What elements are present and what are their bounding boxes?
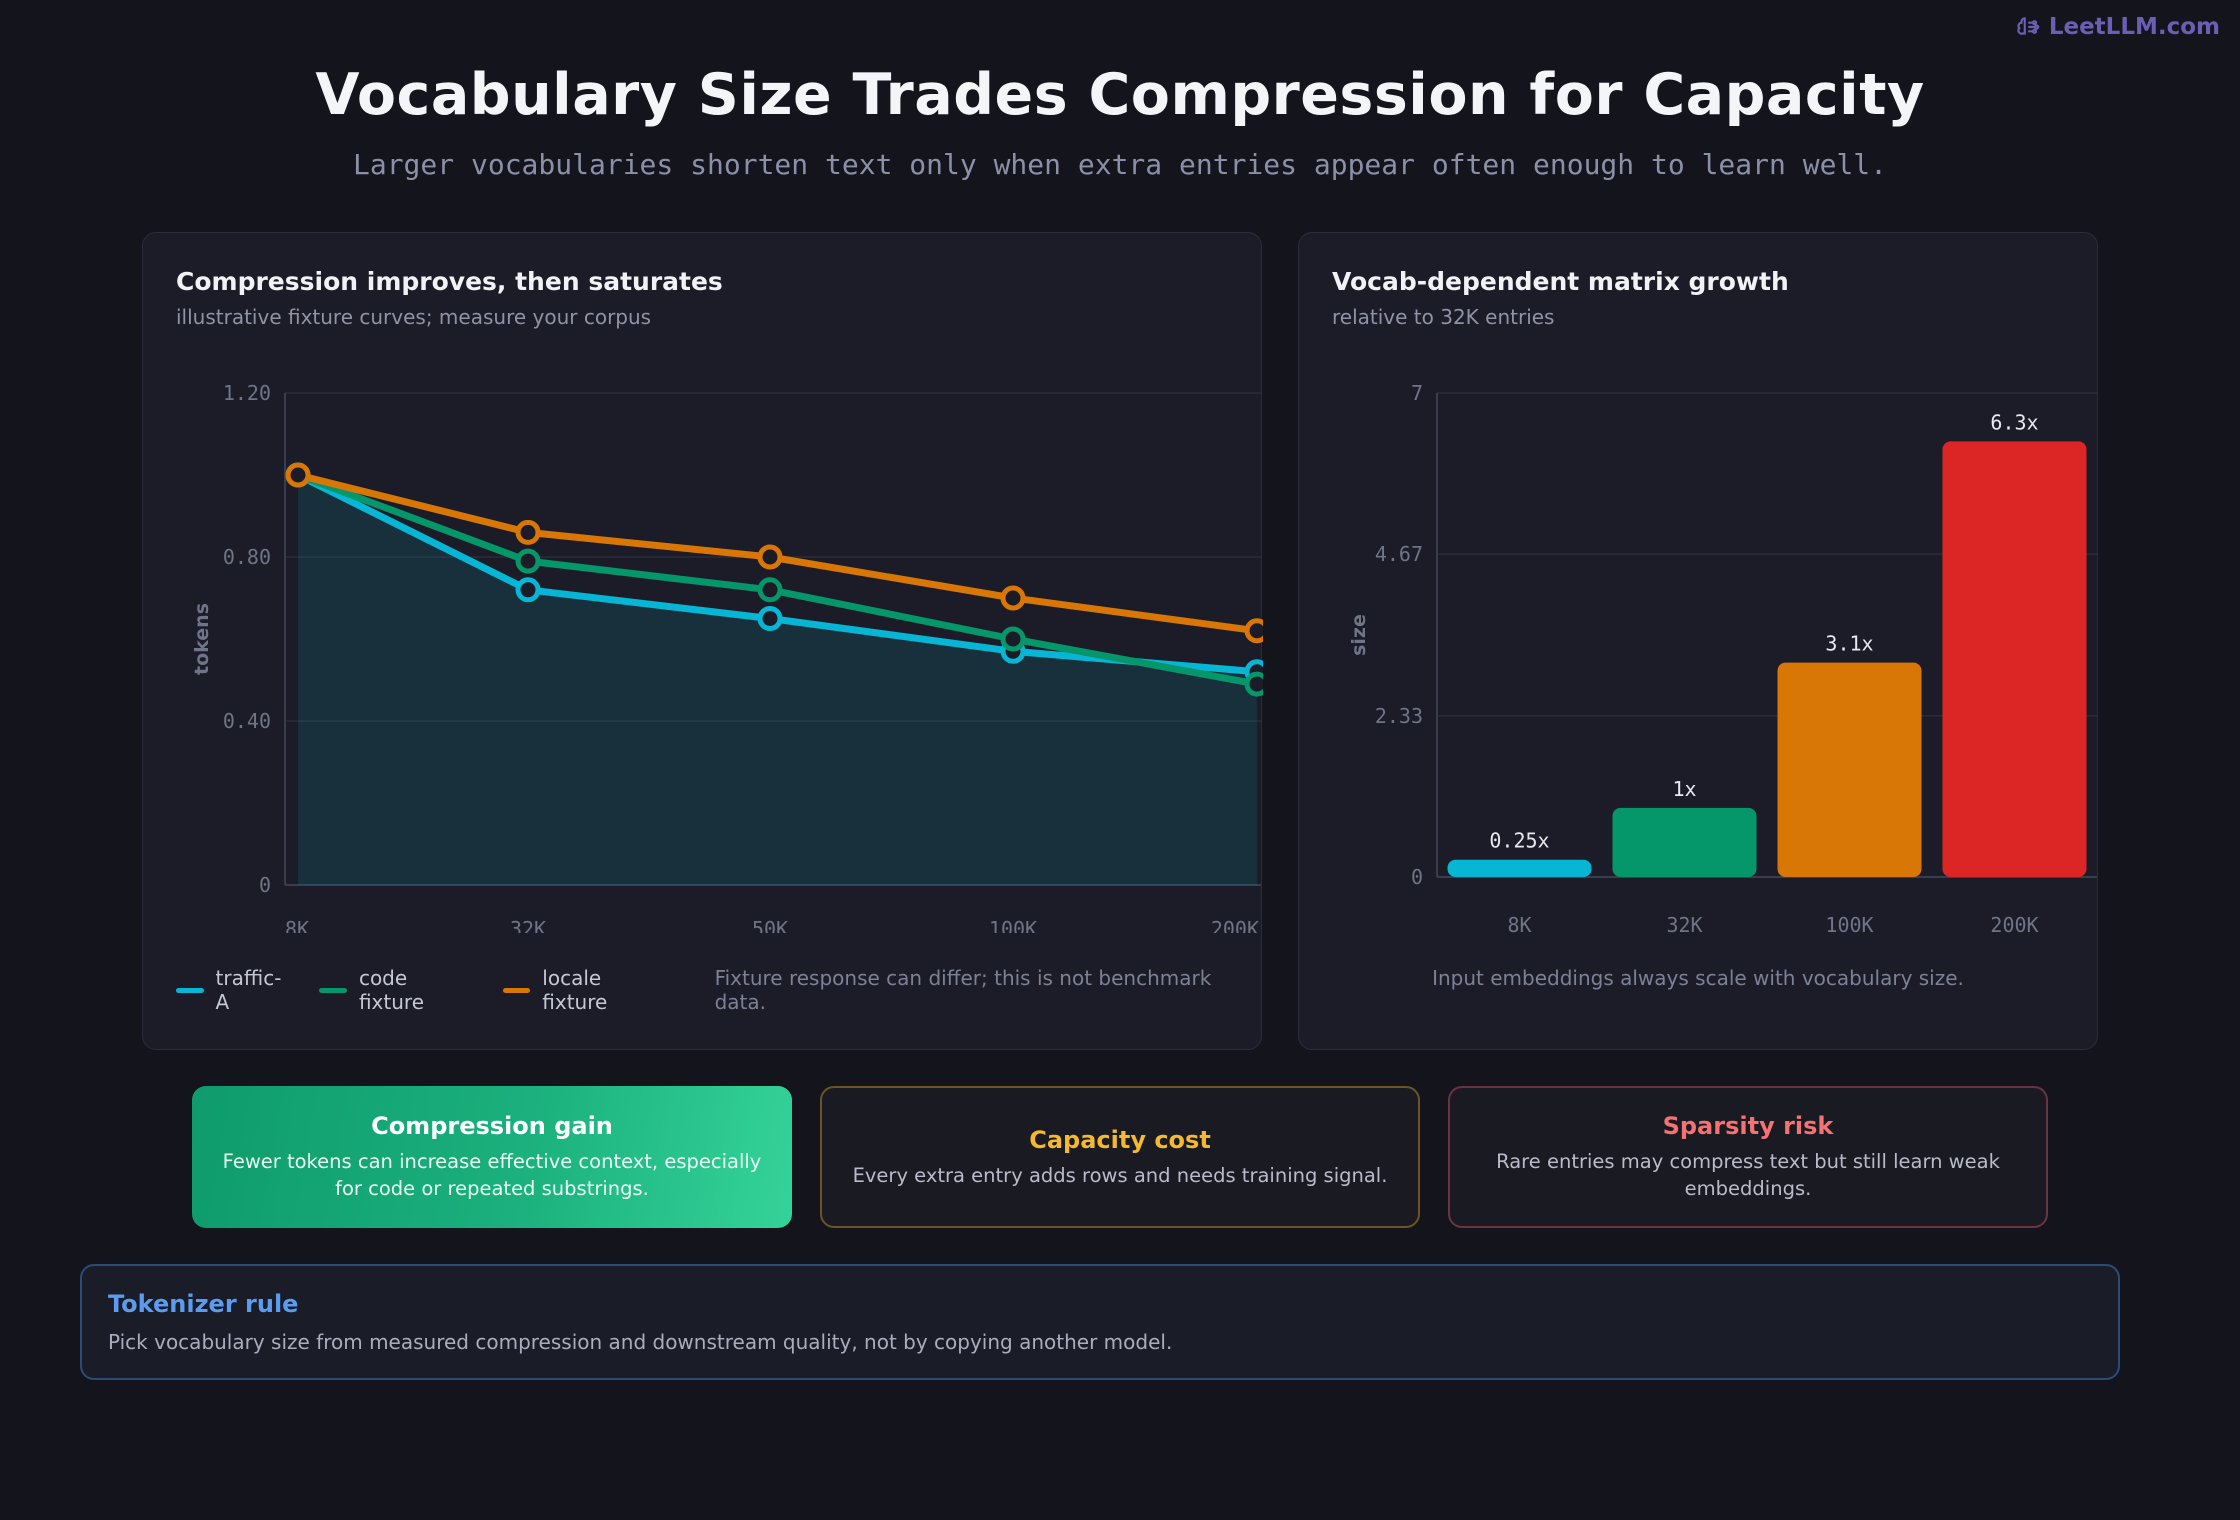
x-tick-label: 32K bbox=[1666, 913, 1702, 933]
rule-description: Pick vocabulary size from measured compr… bbox=[108, 1330, 1173, 1354]
compression-gain-card: Compression gain Fewer tokens can increa… bbox=[192, 1086, 792, 1228]
bar-data-label: 6.3x bbox=[1990, 410, 2038, 434]
bar bbox=[1942, 441, 2087, 877]
data-point bbox=[285, 462, 311, 488]
sparsity-risk-card: Sparsity risk Rare entries may compress … bbox=[1448, 1086, 2048, 1228]
data-point bbox=[1244, 618, 1263, 644]
compression-chart-subtitle: illustrative fixture curves; measure you… bbox=[176, 305, 652, 329]
x-tick-label: 32K bbox=[510, 917, 546, 933]
bar-data-label: 0.25x bbox=[1489, 829, 1549, 853]
bar bbox=[1612, 807, 1757, 877]
matrix-growth-title: Vocab-dependent matrix growth bbox=[1332, 267, 1789, 296]
bar-data-label: 1x bbox=[1672, 777, 1696, 801]
data-point bbox=[1000, 585, 1026, 611]
y-tick-label: 0 bbox=[1411, 865, 1423, 889]
capacity-cost-card: Capacity cost Every extra entry adds row… bbox=[820, 1086, 1420, 1228]
y-tick-label: 2.33 bbox=[1375, 704, 1423, 728]
y-tick-label: 0.80 bbox=[223, 545, 271, 569]
data-point bbox=[515, 519, 541, 545]
x-tick-label: 100K bbox=[1825, 913, 1873, 933]
data-point bbox=[1244, 671, 1263, 697]
x-tick-label: 200K bbox=[1211, 917, 1259, 933]
data-point bbox=[515, 548, 541, 574]
brand-name: LeetLLM.com bbox=[2048, 14, 2220, 40]
bar-chart-footnote: Input embeddings always scale with vocab… bbox=[1432, 966, 1964, 990]
data-point bbox=[757, 577, 783, 603]
y-tick-label: 1.20 bbox=[223, 381, 271, 405]
x-tick-label: 8K bbox=[285, 917, 309, 933]
y-tick-label: 0 bbox=[259, 873, 271, 897]
card-description: Every extra entry adds rows and needs tr… bbox=[852, 1163, 1388, 1187]
card-title: Compression gain bbox=[371, 1112, 613, 1140]
x-tick-label: 200K bbox=[1990, 913, 2038, 933]
series-area-traffic-a bbox=[298, 475, 1257, 885]
y-axis-label: tokens bbox=[191, 603, 213, 675]
bar bbox=[1777, 662, 1922, 877]
bar bbox=[1447, 859, 1592, 877]
matrix-growth-bar-chart: 0 2.33 4.67 7 size 0.25x 8K 1x 32K 3.1x 100K 6.3x 20… bbox=[1348, 381, 2097, 933]
data-point bbox=[515, 577, 541, 603]
legend-item-traffic-a: traffic-A bbox=[176, 966, 293, 1014]
card-title: Capacity cost bbox=[1029, 1125, 1211, 1154]
data-point bbox=[1000, 626, 1026, 652]
y-tick-label: 4.67 bbox=[1375, 542, 1423, 566]
card-description: Rare entries may compress text but still… bbox=[1496, 1150, 2000, 1200]
y-axis-label: size bbox=[1348, 614, 1370, 656]
x-tick-label: 100K bbox=[989, 917, 1037, 933]
card-title: Sparsity risk bbox=[1662, 1112, 1834, 1140]
legend-swatch bbox=[319, 987, 347, 993]
brand[interactable]: LeetLLM.com bbox=[2015, 14, 2220, 40]
data-point bbox=[757, 544, 783, 570]
legend-label: traffic-A bbox=[215, 966, 282, 1014]
legend-swatch bbox=[176, 987, 204, 993]
card-description: Fewer tokens can increase effective cont… bbox=[222, 1150, 762, 1200]
brain-circuit-icon bbox=[2017, 17, 2040, 35]
compression-chart-panel: Compression improves, then saturates ill… bbox=[142, 232, 1263, 1050]
matrix-growth-subtitle: relative to 32K entries bbox=[1332, 305, 1555, 329]
chart-footnote: Fixture response can differ; this is not… bbox=[714, 966, 1212, 1014]
matrix-growth-panel: Vocab-dependent matrix growth relative t… bbox=[1298, 232, 2098, 1050]
legend-swatch bbox=[502, 987, 531, 993]
legend-label: code fixture bbox=[358, 966, 424, 1014]
compression-chart-title: Compression improves, then saturates bbox=[176, 267, 723, 296]
y-tick-label: 7 bbox=[1411, 381, 1423, 405]
x-tick-label: 50K bbox=[752, 917, 788, 933]
bar-data-label: 3.1x bbox=[1825, 632, 1873, 656]
data-point bbox=[757, 606, 783, 631]
x-tick-label: 8K bbox=[1507, 913, 1531, 933]
page-title: Vocabulary Size Trades Compression for C… bbox=[315, 62, 1925, 128]
y-tick-label: 0.40 bbox=[223, 709, 271, 733]
compression-line-chart: 0 0.40 0.80 1.20 tokens 8K 32K 50K 100K 200K bbox=[191, 381, 1263, 933]
chart-legend: traffic-A code fixture locale fixture Fi… bbox=[176, 966, 1261, 1014]
rule-title: Tokenizer rule bbox=[108, 1290, 299, 1318]
legend-item-locale-fixture: locale fixture bbox=[502, 966, 671, 1014]
tokenizer-rule-callout: Tokenizer rule Pick vocabulary size from… bbox=[80, 1264, 2120, 1380]
legend-label: locale fixture bbox=[542, 966, 608, 1014]
legend-item-code-fixture: code fixture bbox=[319, 966, 476, 1014]
page-subtitle: Larger vocabularies shorten text only wh… bbox=[352, 148, 1888, 181]
